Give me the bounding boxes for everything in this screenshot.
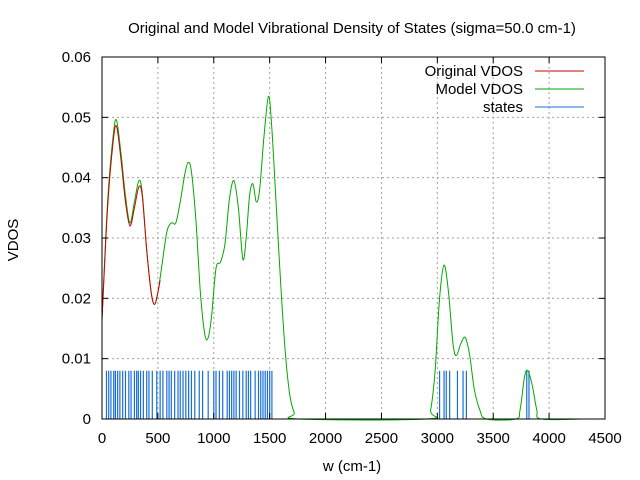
y-tick-label: 0.03 (62, 230, 91, 247)
x-tick-label: 2500 (365, 430, 398, 447)
x-tick-labels: 0 500 1000 1500 2000 2500 3000 3500 4000 4500 (98, 430, 622, 447)
y-tick-label: 0 (83, 411, 91, 428)
grid-lines (102, 57, 605, 419)
states-series (105, 370, 530, 419)
y-tick-label: 0.05 (62, 109, 91, 126)
x-tick-label: 3500 (477, 430, 510, 447)
x-tick-label: 500 (145, 430, 170, 447)
x-tick-label: 0 (98, 430, 106, 447)
x-tick-label: 4500 (588, 430, 621, 447)
y-tick-label: 0.02 (62, 290, 91, 307)
legend-label: Model VDOS (435, 81, 523, 98)
legend-label: Original VDOS (425, 63, 523, 80)
y-tick-label: 0.04 (62, 170, 91, 187)
x-tick-label: 4000 (532, 430, 565, 447)
original-vdos-line (101, 125, 161, 320)
x-tick-label: 1500 (253, 430, 286, 447)
x-axis-title: w (cm-1) (322, 458, 381, 475)
chart-title: Original and Model Vibrational Density o… (128, 20, 576, 37)
legend-label: states (483, 99, 523, 116)
x-tick-label: 1000 (197, 430, 230, 447)
y-tick-label: 0.01 (62, 351, 91, 368)
x-tick-label: 3000 (421, 430, 454, 447)
axis-ticks (101, 56, 606, 420)
y-tick-label: 0.06 (62, 49, 91, 66)
x-tick-label: 2000 (309, 430, 342, 447)
line-series (101, 95, 583, 421)
y-axis-title: VDOS (5, 219, 22, 262)
y-tick-labels: 0 0.01 0.02 0.03 0.04 0.05 0.06 (62, 49, 91, 428)
